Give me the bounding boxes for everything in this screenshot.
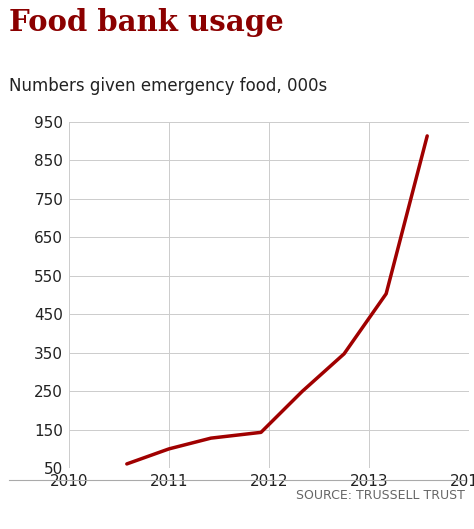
Text: Numbers given emergency food, 000s: Numbers given emergency food, 000s	[9, 77, 328, 95]
Text: Food bank usage: Food bank usage	[9, 8, 284, 37]
Text: SOURCE: TRUSSELL TRUST: SOURCE: TRUSSELL TRUST	[296, 489, 465, 503]
